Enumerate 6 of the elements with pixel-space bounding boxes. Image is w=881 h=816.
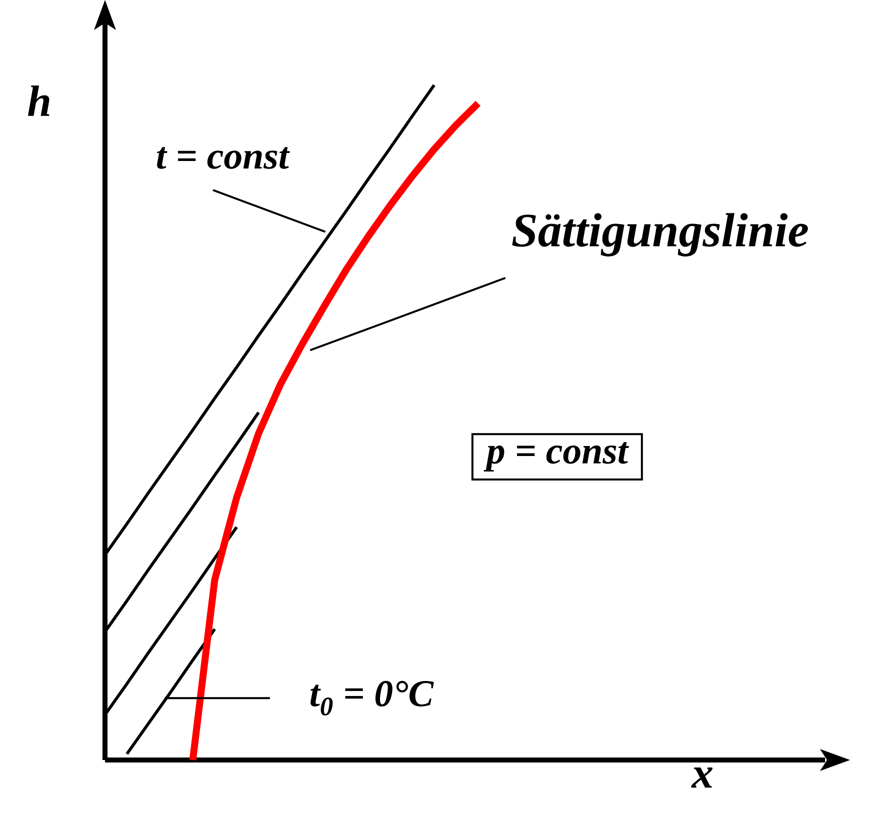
y-axis-title: h: [28, 85, 50, 116]
annotation: p = const: [484, 442, 629, 472]
text: Sättigungslinie: [512, 213, 808, 256]
annotation: t = const: [156, 147, 290, 169]
x-axis-title: x: [691, 768, 712, 788]
annotation: t$_{0}$ = 0°C: [310, 680, 434, 716]
